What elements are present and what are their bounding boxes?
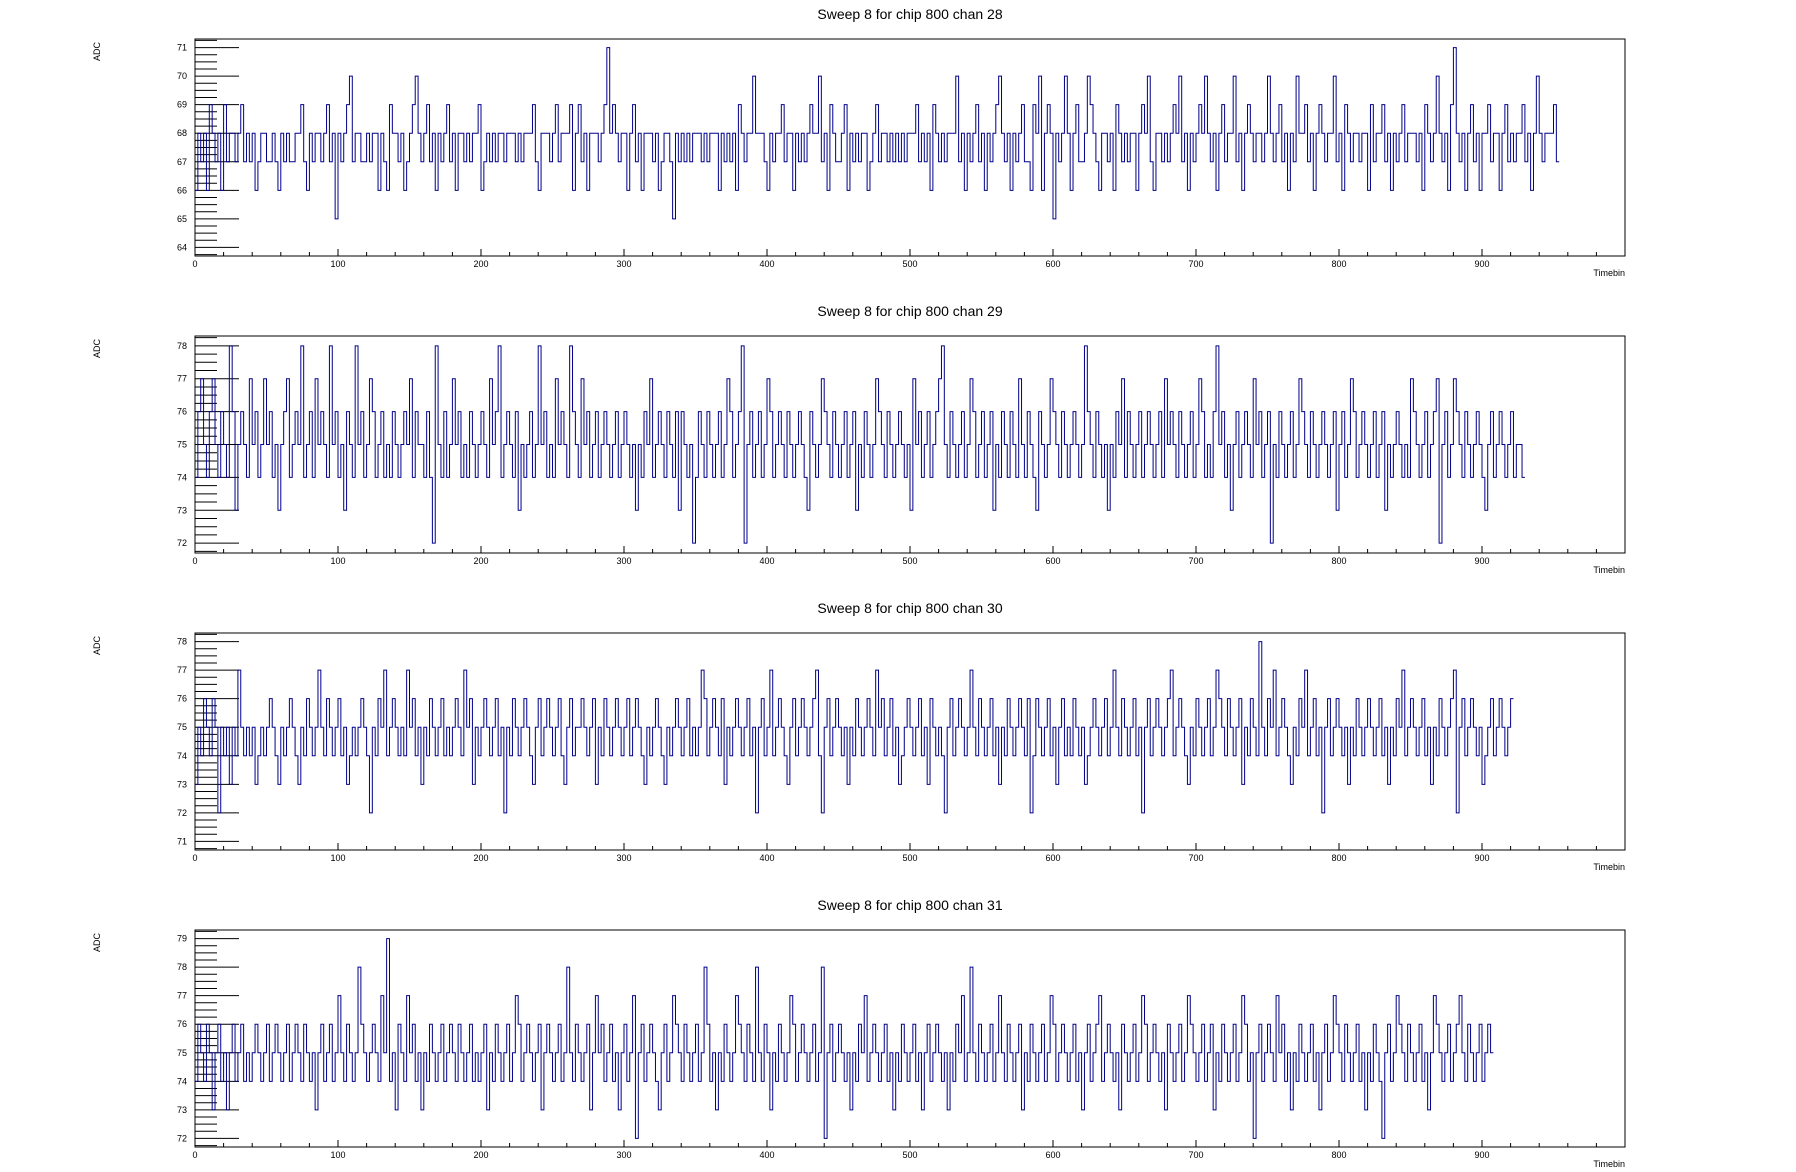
series-line xyxy=(195,345,1525,544)
x-axis-label: Timebin xyxy=(1593,862,1625,872)
x-tick-label: 100 xyxy=(330,1150,345,1160)
chart-title: Sweep 8 for chip 800 chan 28 xyxy=(817,6,1002,22)
y-tick-label: 73 xyxy=(177,505,187,515)
x-tick-label: 900 xyxy=(1474,1150,1489,1160)
x-tick-label: 800 xyxy=(1331,853,1346,863)
y-tick-label: 72 xyxy=(177,538,187,548)
x-tick-label: 200 xyxy=(473,556,488,566)
x-tick-label: 400 xyxy=(759,853,774,863)
x-axis-label: Timebin xyxy=(1593,268,1625,278)
x-tick-label: 0 xyxy=(192,556,197,566)
y-tick-label: 76 xyxy=(177,407,187,417)
y-tick-label: 64 xyxy=(177,242,187,252)
x-tick-label: 100 xyxy=(330,259,345,269)
y-tick-label: 78 xyxy=(177,341,187,351)
chart-title: Sweep 8 for chip 800 chan 29 xyxy=(817,303,1002,319)
y-axis-label: ADC xyxy=(92,339,102,359)
y-tick-label: 77 xyxy=(177,991,187,1001)
x-tick-label: 700 xyxy=(1188,556,1203,566)
y-tick-label: 72 xyxy=(177,1133,187,1143)
x-tick-label: 400 xyxy=(759,556,774,566)
x-tick-label: 500 xyxy=(902,556,917,566)
x-tick-label: 500 xyxy=(902,853,917,863)
chart-panel: Sweep 8 for chip 800 chan 28 ADC Timebin 64… xyxy=(92,6,1626,278)
y-tick-label: 73 xyxy=(177,1105,187,1115)
chart-title: Sweep 8 for chip 800 chan 31 xyxy=(817,897,1002,913)
x-tick-label: 600 xyxy=(1045,1150,1060,1160)
x-tick-label: 600 xyxy=(1045,853,1060,863)
x-tick-label: 800 xyxy=(1331,259,1346,269)
y-tick-label: 72 xyxy=(177,808,187,818)
x-axis-label: Timebin xyxy=(1593,565,1625,575)
x-tick-label: 900 xyxy=(1474,853,1489,863)
y-tick-label: 69 xyxy=(177,100,187,110)
series-line xyxy=(195,641,1514,814)
x-tick-label: 200 xyxy=(473,259,488,269)
series-line xyxy=(195,47,1560,220)
y-tick-label: 66 xyxy=(177,185,187,195)
x-tick-label: 500 xyxy=(902,259,917,269)
x-tick-label: 700 xyxy=(1188,1150,1203,1160)
x-tick-label: 800 xyxy=(1331,1150,1346,1160)
x-tick-label: 300 xyxy=(616,1150,631,1160)
series-line xyxy=(195,938,1494,1139)
x-tick-label: 700 xyxy=(1188,853,1203,863)
x-tick-label: 900 xyxy=(1474,556,1489,566)
y-tick-label: 75 xyxy=(177,1048,187,1058)
y-tick-label: 74 xyxy=(177,1076,187,1086)
x-axis-label: Timebin xyxy=(1593,1159,1625,1169)
y-axis-label: ADC xyxy=(92,636,102,656)
plot-frame xyxy=(194,632,1626,851)
x-tick-label: 100 xyxy=(330,556,345,566)
y-tick-label: 75 xyxy=(177,722,187,732)
y-tick-label: 75 xyxy=(177,440,187,450)
x-tick-label: 500 xyxy=(902,1150,917,1160)
x-tick-label: 400 xyxy=(759,1150,774,1160)
x-tick-label: 400 xyxy=(759,259,774,269)
y-tick-label: 70 xyxy=(177,71,187,81)
y-tick-label: 71 xyxy=(177,43,187,53)
y-tick-label: 78 xyxy=(177,962,187,972)
x-tick-label: 200 xyxy=(473,1150,488,1160)
y-tick-label: 77 xyxy=(177,665,187,675)
y-axis-label: ADC xyxy=(92,933,102,953)
x-tick-label: 300 xyxy=(616,259,631,269)
y-axis-label: ADC xyxy=(92,42,102,62)
y-tick-label: 79 xyxy=(177,934,187,944)
y-tick-label: 74 xyxy=(177,472,187,482)
y-tick-label: 76 xyxy=(177,1019,187,1029)
x-tick-label: 800 xyxy=(1331,556,1346,566)
x-tick-label: 600 xyxy=(1045,556,1060,566)
y-tick-label: 73 xyxy=(177,779,187,789)
x-tick-label: 300 xyxy=(616,853,631,863)
y-tick-label: 76 xyxy=(177,694,187,704)
x-tick-label: 900 xyxy=(1474,259,1489,269)
x-tick-label: 0 xyxy=(192,853,197,863)
y-tick-label: 77 xyxy=(177,374,187,384)
y-tick-label: 71 xyxy=(177,836,187,846)
chart-panel: Sweep 8 for chip 800 chan 31 ADC Timebin 72… xyxy=(92,897,1626,1169)
y-tick-label: 78 xyxy=(177,637,187,647)
y-tick-label: 67 xyxy=(177,157,187,167)
y-tick-label: 68 xyxy=(177,128,187,138)
chart-panel: Sweep 8 for chip 800 chan 30 ADC Timebin 71… xyxy=(92,600,1626,872)
x-tick-label: 100 xyxy=(330,853,345,863)
x-tick-label: 0 xyxy=(192,259,197,269)
x-tick-label: 600 xyxy=(1045,259,1060,269)
x-tick-label: 300 xyxy=(616,556,631,566)
chart-panel: Sweep 8 for chip 800 chan 29 ADC Timebin 72… xyxy=(92,303,1626,575)
y-tick-label: 65 xyxy=(177,214,187,224)
x-tick-label: 0 xyxy=(192,1150,197,1160)
y-tick-label: 74 xyxy=(177,751,187,761)
chart-title: Sweep 8 for chip 800 chan 30 xyxy=(817,600,1002,616)
x-tick-label: 700 xyxy=(1188,259,1203,269)
x-tick-label: 200 xyxy=(473,853,488,863)
